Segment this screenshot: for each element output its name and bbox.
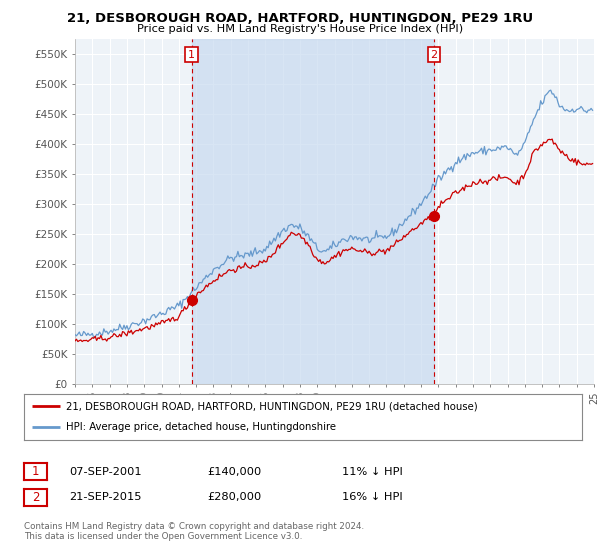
- Text: 2: 2: [32, 491, 39, 504]
- Text: Contains HM Land Registry data © Crown copyright and database right 2024.
This d: Contains HM Land Registry data © Crown c…: [24, 522, 364, 542]
- Text: 21, DESBOROUGH ROAD, HARTFORD, HUNTINGDON, PE29 1RU: 21, DESBOROUGH ROAD, HARTFORD, HUNTINGDO…: [67, 12, 533, 25]
- Text: Price paid vs. HM Land Registry's House Price Index (HPI): Price paid vs. HM Land Registry's House …: [137, 24, 463, 34]
- Text: 21, DESBOROUGH ROAD, HARTFORD, HUNTINGDON, PE29 1RU (detached house): 21, DESBOROUGH ROAD, HARTFORD, HUNTINGDO…: [66, 401, 478, 411]
- Text: 16% ↓ HPI: 16% ↓ HPI: [342, 492, 403, 502]
- Text: HPI: Average price, detached house, Huntingdonshire: HPI: Average price, detached house, Hunt…: [66, 422, 336, 432]
- Text: £280,000: £280,000: [207, 492, 261, 502]
- Text: 11% ↓ HPI: 11% ↓ HPI: [342, 466, 403, 477]
- Text: 1: 1: [32, 465, 39, 478]
- Text: 07-SEP-2001: 07-SEP-2001: [69, 466, 142, 477]
- Text: 21-SEP-2015: 21-SEP-2015: [69, 492, 142, 502]
- Bar: [192, 39, 434, 384]
- Text: 2: 2: [430, 49, 437, 59]
- Text: 1: 1: [188, 49, 195, 59]
- Text: £140,000: £140,000: [207, 466, 261, 477]
